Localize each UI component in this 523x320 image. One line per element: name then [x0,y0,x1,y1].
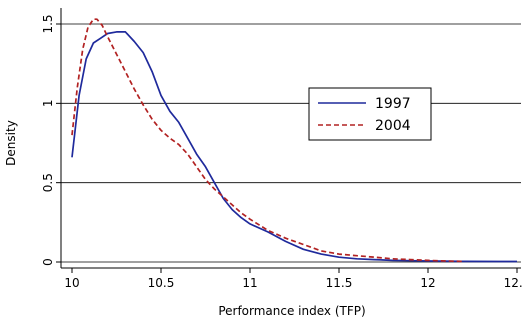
y-axis-label: Density [4,120,18,166]
y-tick-label-3: 1.5 [41,14,55,33]
legend: 1997 2004 [308,87,432,141]
x-tick-label-5: 12.5 [504,276,523,290]
legend-box [308,87,432,141]
grid-lines [61,23,521,263]
x-tick-label-4: 12 [420,276,435,290]
y-tick-label-0: 0 [41,258,55,266]
series-line-1997 [71,31,517,263]
series-lines [71,18,517,263]
x-axis-label: Performance index (TFP) [218,304,365,318]
legend-label-1997: 1997 [375,96,411,112]
series-line-2004 [71,18,464,263]
x-tick-label-0: 10 [64,276,79,290]
y-tick-label-1: 0.5 [41,173,55,192]
y-tick-label-2: 1 [41,100,55,108]
x-tick-label-3: 11.5 [326,276,353,290]
x-tick-label-1: 10.5 [148,276,175,290]
x-tick-label-2: 11 [242,276,257,290]
legend-label-2004: 2004 [375,118,411,134]
